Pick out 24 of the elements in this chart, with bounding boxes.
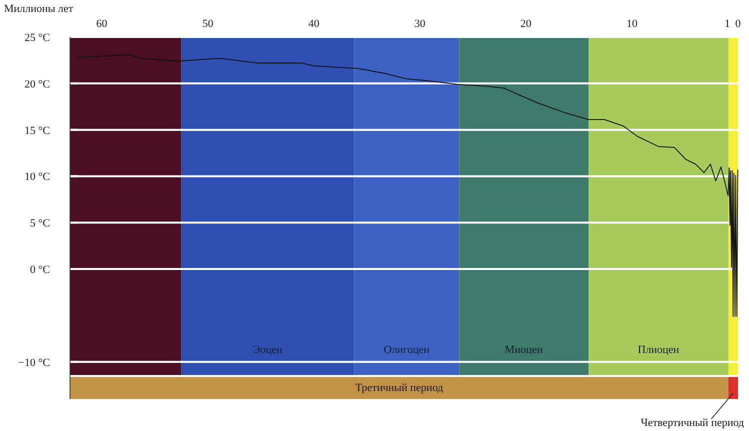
band-label: Четвертичный период (640, 417, 744, 429)
band-label: Эоцен (253, 344, 283, 356)
band-label: Плиоцен (638, 344, 680, 356)
x-axis-title: Миллионы лет (4, 3, 74, 15)
x-tick-label: 0 (735, 18, 742, 30)
x-tick-label: 30 (414, 18, 426, 30)
x-tick-label: 50 (202, 18, 214, 30)
y-tick-label: 20 °C (24, 78, 50, 90)
x-tick-label: 20 (520, 18, 532, 30)
y-tick-label: 5 °C (30, 218, 50, 230)
band-label: Олигоцен (384, 344, 430, 356)
band-label: Третичный период (355, 382, 444, 394)
y-tick-label: 25 °C (24, 32, 50, 44)
x-tick-label: 10 (626, 18, 638, 30)
y-tick-label: −10 °C (18, 356, 50, 369)
y-tick-label: 15 °C (24, 124, 50, 137)
y-tick-label: 10 °C (24, 171, 50, 184)
line-series (76, 54, 738, 317)
y-tick-label: 0 °C (30, 264, 50, 276)
x-tick-label: 40 (308, 18, 320, 30)
geologic-period-strip: Третичный период (70, 377, 728, 399)
band-label: Миоцен (504, 344, 543, 356)
x-tick-label: 60 (96, 18, 108, 30)
x-tick-label: 1 (724, 18, 730, 30)
